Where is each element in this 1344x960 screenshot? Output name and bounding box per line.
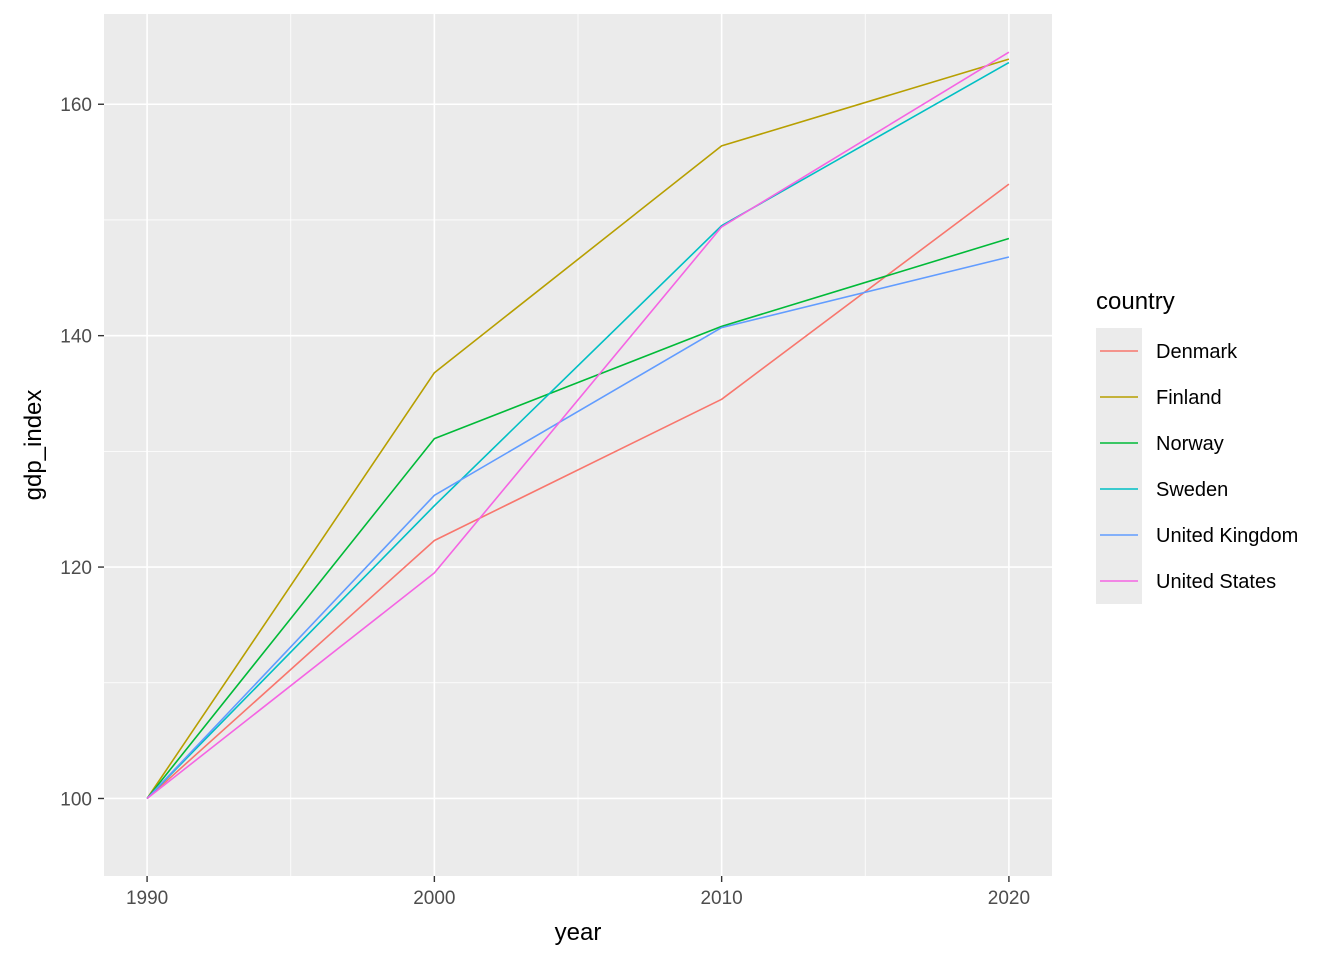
axes: 1990 2000 2010 2020 100 120 140 160 — [60, 95, 1030, 909]
series-lines — [146, 51, 1010, 800]
y-tick-label: 140 — [60, 327, 92, 348]
major-gridlines — [104, 14, 1052, 876]
series-line-united-states — [146, 51, 1010, 800]
legend-label: Norway — [1156, 433, 1224, 455]
legend-label: United States — [1156, 571, 1276, 593]
series-line-united-kingdom — [146, 256, 1010, 800]
legend-title: country — [1096, 288, 1175, 315]
y-tick-label: 100 — [60, 789, 92, 810]
x-tick-label: 2010 — [700, 888, 742, 909]
legend-label: Denmark — [1156, 341, 1238, 363]
x-tick-label: 2020 — [988, 888, 1030, 909]
legend-label: United Kingdom — [1156, 525, 1298, 547]
x-axis-title: year — [555, 919, 602, 946]
legend-label: Sweden — [1156, 479, 1228, 501]
series-line-norway — [146, 237, 1010, 799]
y-tick-label: 120 — [60, 558, 92, 579]
y-tick-label: 160 — [60, 95, 92, 116]
minor-gridlines — [104, 14, 1052, 876]
series-line-finland — [146, 58, 1010, 799]
x-tick-label: 2000 — [413, 888, 455, 909]
y-axis-title: gdp_index — [20, 390, 47, 501]
series-line-sweden — [146, 61, 1010, 800]
legend-label: Finland — [1156, 387, 1222, 409]
x-tick-label: 1990 — [126, 888, 168, 909]
legend: country Denmark Finland Norway Sweden United… — [1096, 288, 1298, 604]
